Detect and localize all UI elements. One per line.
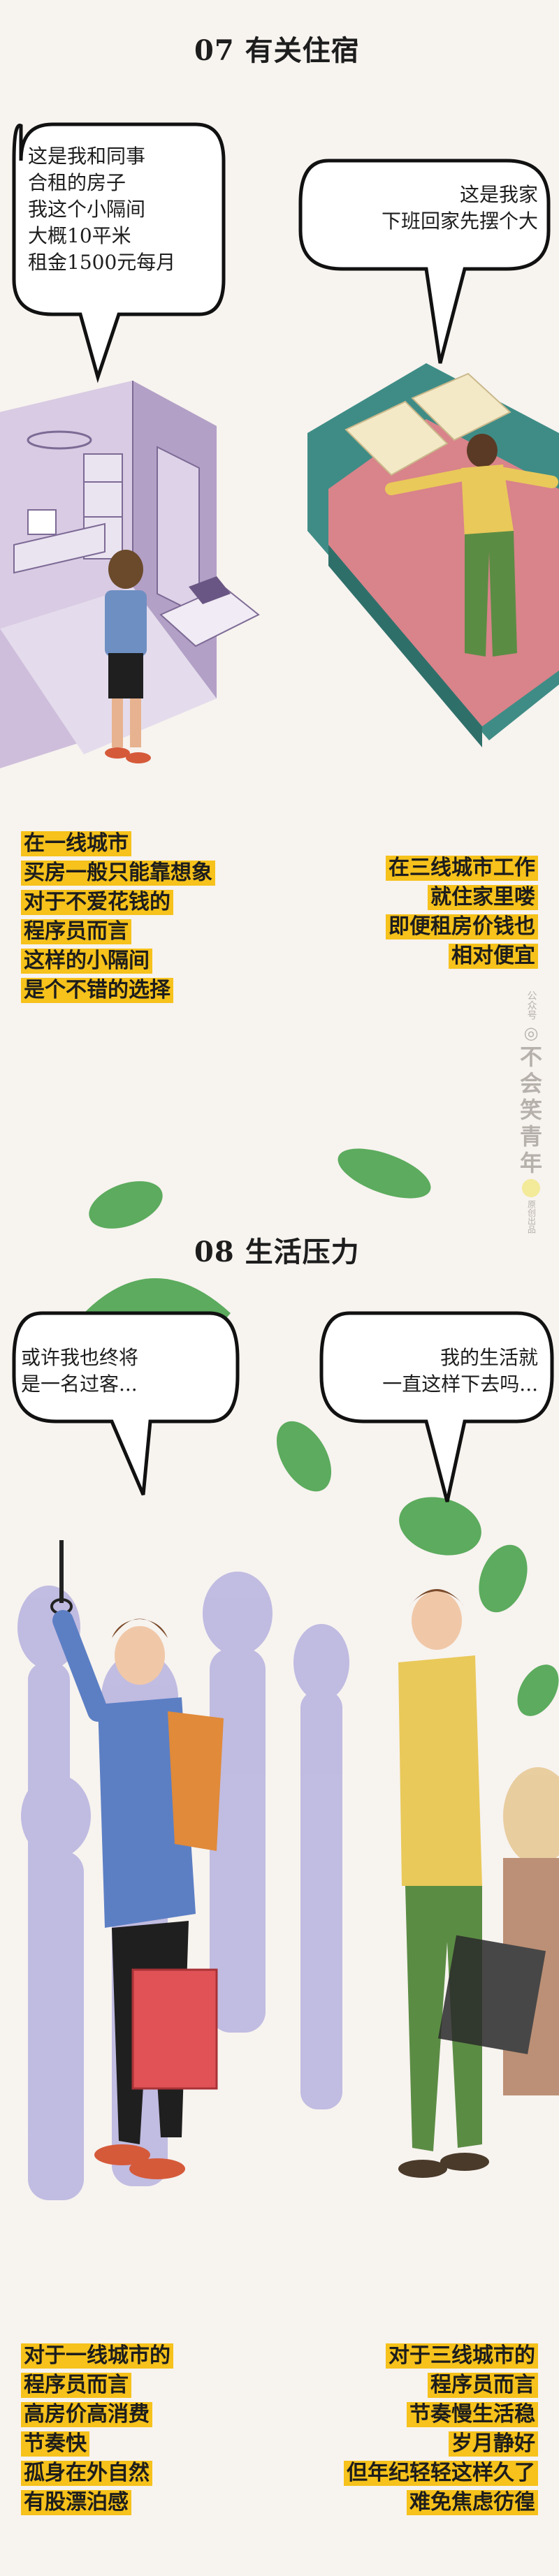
caption-line: 难免焦虑彷徨 bbox=[407, 2490, 538, 2515]
falling-leaves bbox=[84, 1148, 559, 1716]
blurred-crowd bbox=[17, 1572, 349, 2200]
caption-tier1-pressure: 对于一线城市的 程序员而言 高房价高消费 节奏快 孤身在外自然 有股漂泊感 bbox=[21, 2343, 173, 2519]
watermark-char: 会 bbox=[519, 1070, 542, 1097]
watermark-char: 年 bbox=[519, 1150, 542, 1176]
caption-line: 节奏慢生活稳 bbox=[407, 2402, 538, 2427]
watermark-char: 不 bbox=[519, 1044, 542, 1070]
watermark-char: 笑 bbox=[519, 1097, 542, 1123]
caption-line: 岁月静好 bbox=[449, 2431, 538, 2457]
watermark-label-bottom: 原创出品 bbox=[526, 1200, 537, 1234]
caption-line: 对于一线城市的 bbox=[21, 2343, 173, 2369]
caption-line: 在三线城市工作 bbox=[386, 856, 538, 881]
caption-line: 但年纪轻轻这样久了 bbox=[344, 2461, 538, 2486]
watermark-label-top: 公众号 bbox=[525, 990, 537, 1020]
caption-line: 有股漂泊感 bbox=[21, 2490, 131, 2515]
speech-bubble-right-2 bbox=[319, 1311, 554, 1502]
speech-bubble-text-home: 这是我家 下班回家先摆个大 bbox=[381, 183, 538, 233]
man-walking-plaid-shirt bbox=[398, 1589, 489, 2178]
speech-bubble-right-1 bbox=[298, 159, 551, 364]
section-title-housing: 07 有关住宿 bbox=[194, 34, 360, 67]
caption-line: 孤身在外自然 bbox=[21, 2461, 152, 2486]
speech-bubble-left-1 bbox=[12, 122, 226, 383]
speech-bubble-text-roommate: 这是我和同事 合租的房子 我这个小隔间 大概10平米 租金1500元每月 bbox=[28, 145, 176, 274]
caption-tier3-pressure: 对于三线城市的 程序员而言 节奏慢生活稳 岁月静好 但年纪轻轻这样久了 难免焦虑… bbox=[344, 2343, 538, 2519]
caption-line: 在一线城市 bbox=[21, 831, 131, 856]
caption-line: 买房一般只能靠想象 bbox=[21, 861, 215, 886]
watermark-char: 青 bbox=[519, 1123, 542, 1150]
big-bed-illustration bbox=[307, 363, 559, 747]
caption-line: 相对便宜 bbox=[449, 944, 538, 969]
caption-tier3-housing: 在三线城市工作 就住家里喽 即便租房价钱也 相对便宜 bbox=[386, 856, 538, 973]
programmer-standing-back-view bbox=[105, 550, 151, 763]
watermark-logo-icon: ◎ bbox=[523, 1023, 539, 1043]
caption-line: 这样的小隔间 bbox=[21, 949, 152, 974]
speech-bubble-text-passerby: 或许我也终将 是一名过客... bbox=[21, 1346, 139, 1396]
watermark: 公众号 ◎ 不 会 笑 青 年 原创出品 bbox=[518, 990, 544, 1236]
speech-bubble-left-2 bbox=[12, 1311, 240, 1495]
caption-line: 即便租房价钱也 bbox=[386, 914, 538, 939]
watermark-sun-icon bbox=[522, 1179, 540, 1197]
caption-line: 是个不错的选择 bbox=[21, 978, 173, 1003]
programmer-lying-on-bed bbox=[385, 434, 558, 657]
commuter-holding-handle bbox=[50, 1540, 224, 2179]
speech-bubble-text-stable-life: 我的生活就 一直这样下去吗... bbox=[382, 1346, 538, 1396]
section-title-life-pressure: 08 生活压力 bbox=[194, 1236, 360, 1268]
caption-line: 对于三线城市的 bbox=[386, 2343, 538, 2369]
blurred-passerby bbox=[438, 1767, 559, 2095]
caption-line: 高房价高消费 bbox=[21, 2402, 152, 2427]
caption-line: 程序员而言 bbox=[21, 919, 131, 944]
caption-line: 程序员而言 bbox=[428, 2373, 538, 2398]
caption-line: 节奏快 bbox=[21, 2431, 89, 2457]
caption-line: 对于不爱花钱的 bbox=[21, 890, 173, 915]
caption-line: 程序员而言 bbox=[21, 2373, 131, 2398]
caption-tier1-housing: 在一线城市 买房一般只能靠想象 对于不爱花钱的 程序员而言 这样的小隔间 是个不… bbox=[21, 831, 215, 1007]
caption-line: 就住家里喽 bbox=[428, 885, 538, 910]
